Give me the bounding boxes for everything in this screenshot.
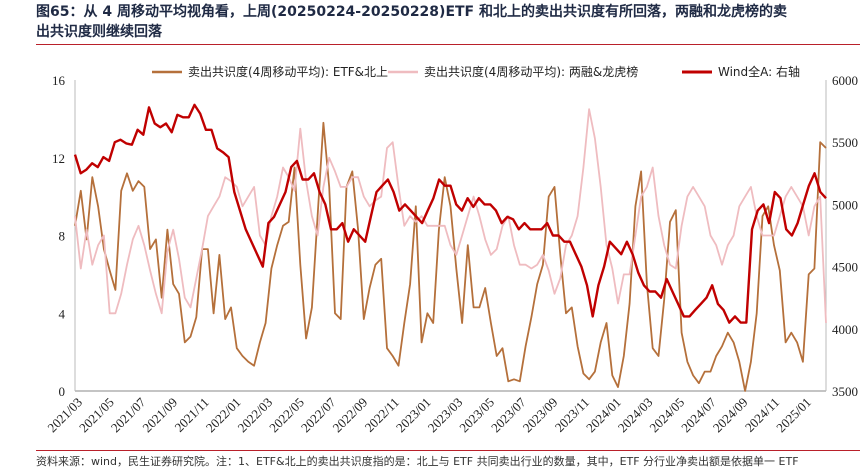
x-tick-label: 2021/05 <box>76 395 117 436</box>
x-tick-label: 2022/05 <box>266 395 307 436</box>
x-tick-label: 2023/03 <box>425 395 466 436</box>
x-tick-label: 2022/03 <box>235 395 276 436</box>
y-right-tick-label: 3500 <box>832 384 858 399</box>
legend-item-margin-label: 卖出共识度(4周移动平均): 两融&龙虎榜 <box>424 64 638 79</box>
source-note: 资料来源：wind，民生证券研究院。注：1、ETF&北上的卖出共识度指的是：北上… <box>36 455 799 468</box>
x-tick-label: 2021/03 <box>44 395 85 436</box>
y-right-tick-label: 4000 <box>832 322 858 337</box>
title-rule <box>36 44 860 45</box>
x-tick-label: 2023/09 <box>520 395 561 436</box>
x-tick-label: 2023/05 <box>456 395 497 436</box>
y-right-tick-label: 6000 <box>832 73 858 88</box>
title-line-2: 出共识度则继续回落 <box>36 24 162 40</box>
x-tick-label: 2024/01 <box>583 395 624 436</box>
series-line-margin <box>74 108 827 324</box>
x-tick-label: 2022/01 <box>203 395 244 436</box>
source-rule <box>36 450 860 451</box>
y-right-tick-label: 5500 <box>832 135 858 150</box>
x-tick-label: 2022/09 <box>330 395 371 436</box>
y-left-tick-label: 0 <box>59 384 66 399</box>
chart-title: 图65：从 4 周移动平均视角看，上周(20250224-20250228)ET… <box>36 2 860 42</box>
x-tick-label: 2024/03 <box>615 395 656 436</box>
y-right-tick-label: 5000 <box>832 197 858 212</box>
x-tick-label: 2025/01 <box>773 395 814 436</box>
y-left-tick-label: 16 <box>52 73 66 88</box>
series-line-wind <box>73 103 827 324</box>
series-line-etf <box>74 121 827 392</box>
x-tick-label: 2024/09 <box>710 395 751 436</box>
legend-item-wind-label: Wind全A: 右轴 <box>718 64 800 79</box>
x-tick-label: 2024/05 <box>646 395 687 436</box>
title-line-1: 图65：从 4 周移动平均视角看，上周(20250224-20250228)ET… <box>36 4 787 20</box>
y-left-tick-label: 4 <box>59 306 66 321</box>
legend-item-etf-label: 卖出共识度(4周移动平均): ETF&北上 <box>188 64 388 79</box>
y-left-tick-label: 8 <box>59 229 66 244</box>
x-tick-label: 2021/09 <box>139 395 180 436</box>
y-right-tick-label: 4500 <box>832 260 858 275</box>
y-left-tick-label: 12 <box>52 151 65 166</box>
x-tick-label: 2023/01 <box>393 395 434 436</box>
